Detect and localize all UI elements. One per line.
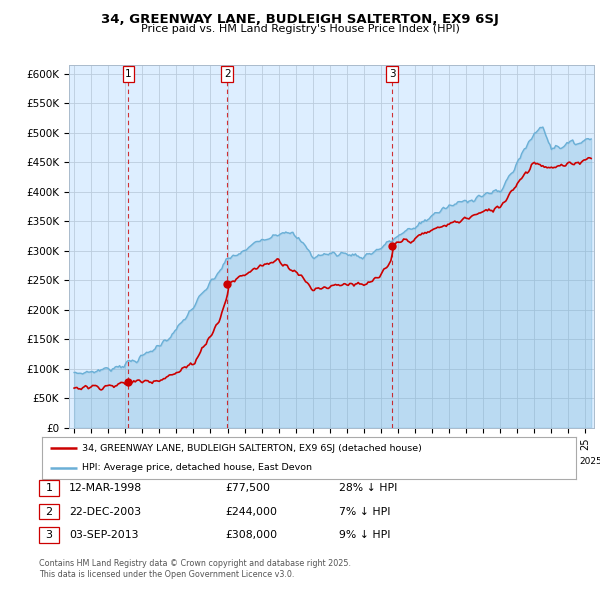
Text: 2: 2 <box>46 507 52 516</box>
Text: 2025: 2025 <box>579 457 600 466</box>
Text: 3: 3 <box>389 69 395 79</box>
Text: 9% ↓ HPI: 9% ↓ HPI <box>339 530 391 540</box>
Text: £308,000: £308,000 <box>225 530 277 540</box>
Text: 22-DEC-2003: 22-DEC-2003 <box>69 507 141 516</box>
Text: 2: 2 <box>224 69 230 79</box>
Text: 28% ↓ HPI: 28% ↓ HPI <box>339 483 397 493</box>
Text: £244,000: £244,000 <box>225 507 277 516</box>
Text: 03-SEP-2013: 03-SEP-2013 <box>69 530 139 540</box>
Text: 34, GREENWAY LANE, BUDLEIGH SALTERTON, EX9 6SJ (detached house): 34, GREENWAY LANE, BUDLEIGH SALTERTON, E… <box>82 444 422 453</box>
Text: 3: 3 <box>46 530 52 540</box>
Text: Contains HM Land Registry data © Crown copyright and database right 2025.
This d: Contains HM Land Registry data © Crown c… <box>39 559 351 579</box>
Text: HPI: Average price, detached house, East Devon: HPI: Average price, detached house, East… <box>82 463 312 472</box>
Text: 34, GREENWAY LANE, BUDLEIGH SALTERTON, EX9 6SJ: 34, GREENWAY LANE, BUDLEIGH SALTERTON, E… <box>101 13 499 26</box>
Text: Price paid vs. HM Land Registry's House Price Index (HPI): Price paid vs. HM Land Registry's House … <box>140 24 460 34</box>
Text: 7% ↓ HPI: 7% ↓ HPI <box>339 507 391 516</box>
Text: 1: 1 <box>125 69 132 79</box>
Text: £77,500: £77,500 <box>225 483 270 493</box>
Text: 12-MAR-1998: 12-MAR-1998 <box>69 483 142 493</box>
Text: 1: 1 <box>46 483 52 493</box>
